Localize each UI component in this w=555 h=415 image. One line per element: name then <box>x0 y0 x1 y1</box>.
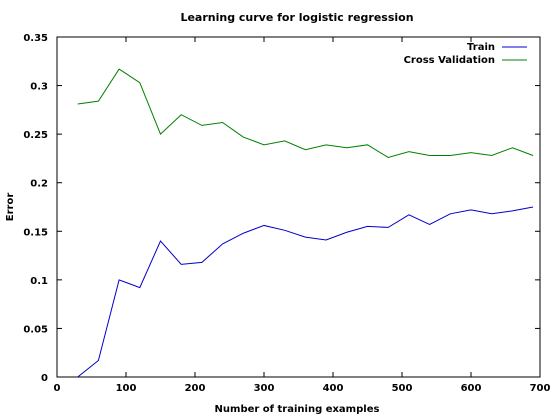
legend-label-train: Train <box>467 42 495 53</box>
y-tick-label: 0.05 <box>23 324 48 335</box>
x-tick-label: 0 <box>54 383 61 394</box>
x-tick-label: 300 <box>254 383 275 394</box>
chart-title: Learning curve for logistic regression <box>180 11 413 24</box>
series-lines <box>77 68 534 378</box>
y-tick-label: 0.25 <box>23 130 48 141</box>
y-tick-label: 0.35 <box>23 33 48 44</box>
legend: Train Cross Validation <box>404 42 527 66</box>
x-tick-label: 600 <box>461 383 482 394</box>
x-axis-label: Number of training examples <box>215 404 380 415</box>
x-tick-label: 400 <box>323 383 344 394</box>
y-axis-ticks: 0 0.05 0.1 0.15 0.2 0.25 0.3 0.35 <box>23 33 540 384</box>
x-tick-label: 500 <box>392 383 413 394</box>
y-axis-label: Error <box>5 193 16 222</box>
legend-label-cross-validation: Cross Validation <box>404 55 495 66</box>
x-tick-label: 100 <box>116 383 137 394</box>
series-line-cross-validation <box>77 68 534 158</box>
y-tick-label: 0.3 <box>30 82 48 93</box>
y-tick-label: 0.15 <box>23 227 48 238</box>
x-tick-label: 700 <box>530 383 551 394</box>
series-line-train <box>77 206 534 378</box>
y-tick-label: 0 <box>41 373 48 384</box>
y-tick-label: 0.1 <box>30 276 48 287</box>
x-tick-label: 200 <box>185 383 206 394</box>
x-axis-ticks: 0 100 200 300 400 500 600 700 <box>54 37 551 394</box>
y-tick-label: 0.2 <box>30 179 48 190</box>
plot-frame <box>56 36 541 378</box>
